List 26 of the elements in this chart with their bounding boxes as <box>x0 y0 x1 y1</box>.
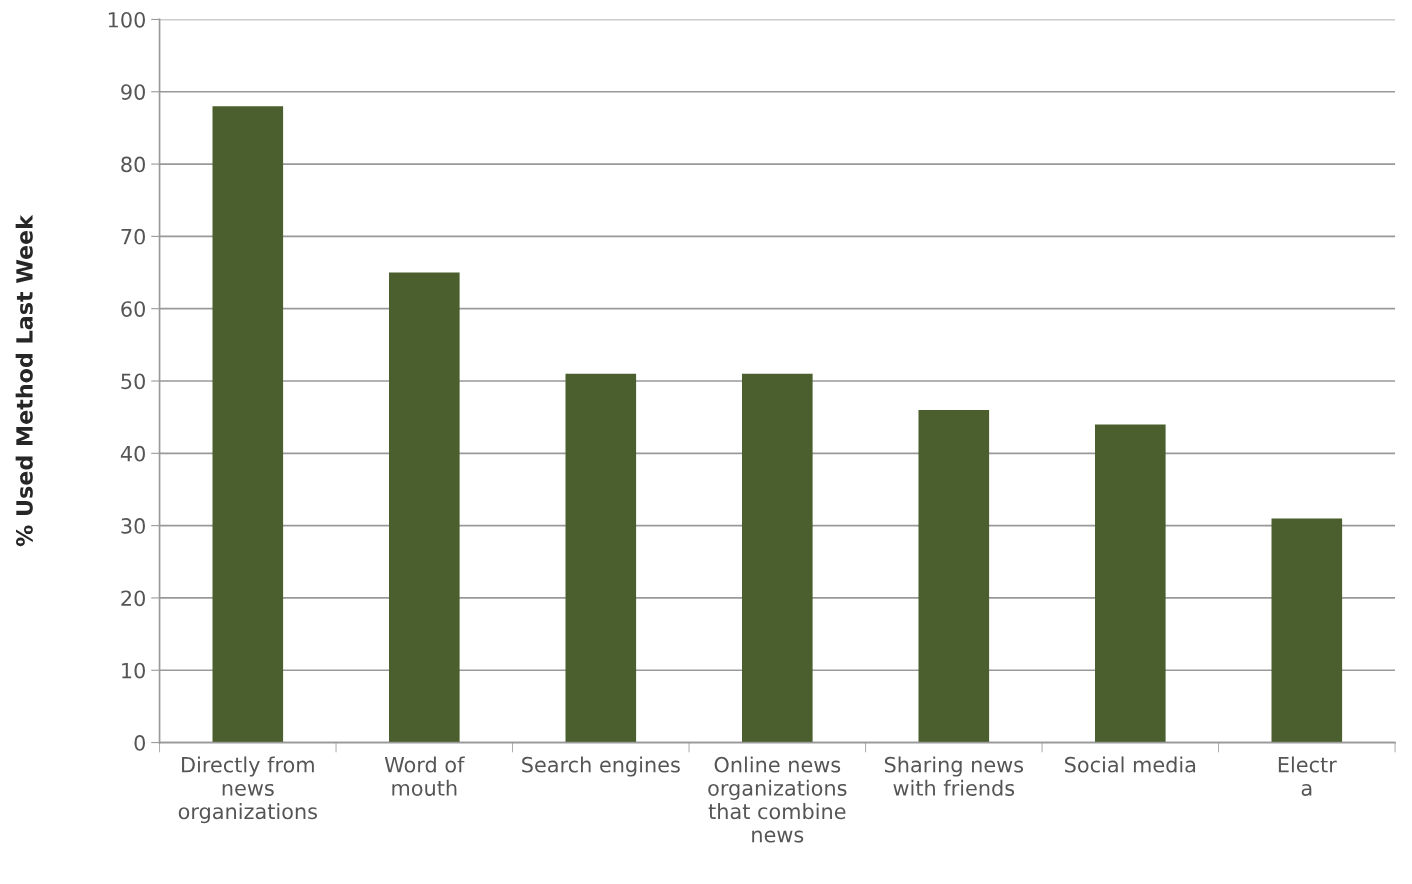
y-tick-label: 0 <box>134 735 145 751</box>
y-tick-label: 30 <box>121 518 145 534</box>
x-tick-label: Social media <box>1065 756 1196 773</box>
bar <box>565 373 637 743</box>
bar <box>1271 518 1343 743</box>
y-tick-label: 40 <box>120 445 145 462</box>
x-tick-label: Search engines <box>522 756 680 777</box>
bar <box>742 373 813 743</box>
x-tick-label: Word of mouth <box>384 756 465 796</box>
y-tick-label: 10 <box>122 662 145 679</box>
y-tick-label: 80 <box>121 156 145 173</box>
y-tick-label: 20 <box>121 590 145 607</box>
bar <box>1095 424 1166 743</box>
y-tick-label: 100 <box>108 11 145 28</box>
x-tick-label: Sharing news with friends <box>884 756 1024 796</box>
y-tick-label: 90 <box>121 84 145 100</box>
bar <box>389 272 460 743</box>
y-tick-label: 70 <box>121 228 145 245</box>
x-tick-label: Electr a <box>1278 756 1337 796</box>
bar <box>918 409 990 743</box>
x-tick-label: Online news organizations that combine news <box>708 756 847 843</box>
y-tick-label: 60 <box>121 301 145 317</box>
y-axis-title: % Used Method Last Week <box>15 214 33 547</box>
bar <box>212 106 284 743</box>
x-tick-label: Directly from news organizations <box>178 756 317 824</box>
y-tick-label: 50 <box>121 373 145 390</box>
